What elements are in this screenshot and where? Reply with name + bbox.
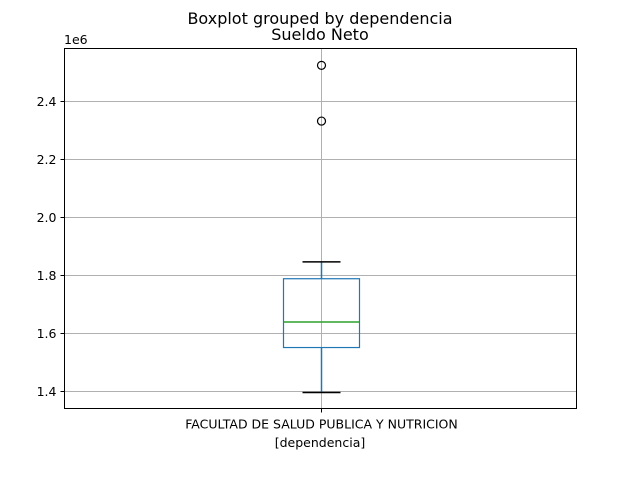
box-layer	[282, 60, 361, 394]
iqr-box	[282, 278, 361, 349]
x-tick-label: FACULTAD DE SALUD PUBLICA Y NUTRICION	[185, 417, 458, 432]
y-tick-label: 1.6	[37, 326, 57, 341]
y-tick-label: 1.4	[37, 384, 57, 399]
plot-frame	[64, 48, 577, 409]
chart-title: Sueldo Neto	[271, 25, 369, 44]
outlier-point	[316, 60, 327, 70]
x-axis: FACULTAD DE SALUD PUBLICA Y NUTRICION	[185, 408, 458, 432]
y-offset-label: 1e6	[64, 32, 88, 47]
y-tick-label: 1.8	[37, 268, 57, 283]
x-axis-label: [dependencia]	[275, 435, 365, 450]
y-axis: 1.4 1.6 1.8 2.0 2.2 2.4	[37, 94, 65, 399]
y-tick-label: 2.4	[37, 94, 57, 109]
outlier-point	[316, 116, 327, 126]
y-tick-label: 2.2	[37, 152, 57, 167]
grid	[64, 48, 577, 409]
chart-suptitle: Boxplot grouped by dependencia	[187, 9, 452, 28]
y-tick-label: 2.0	[37, 210, 57, 225]
